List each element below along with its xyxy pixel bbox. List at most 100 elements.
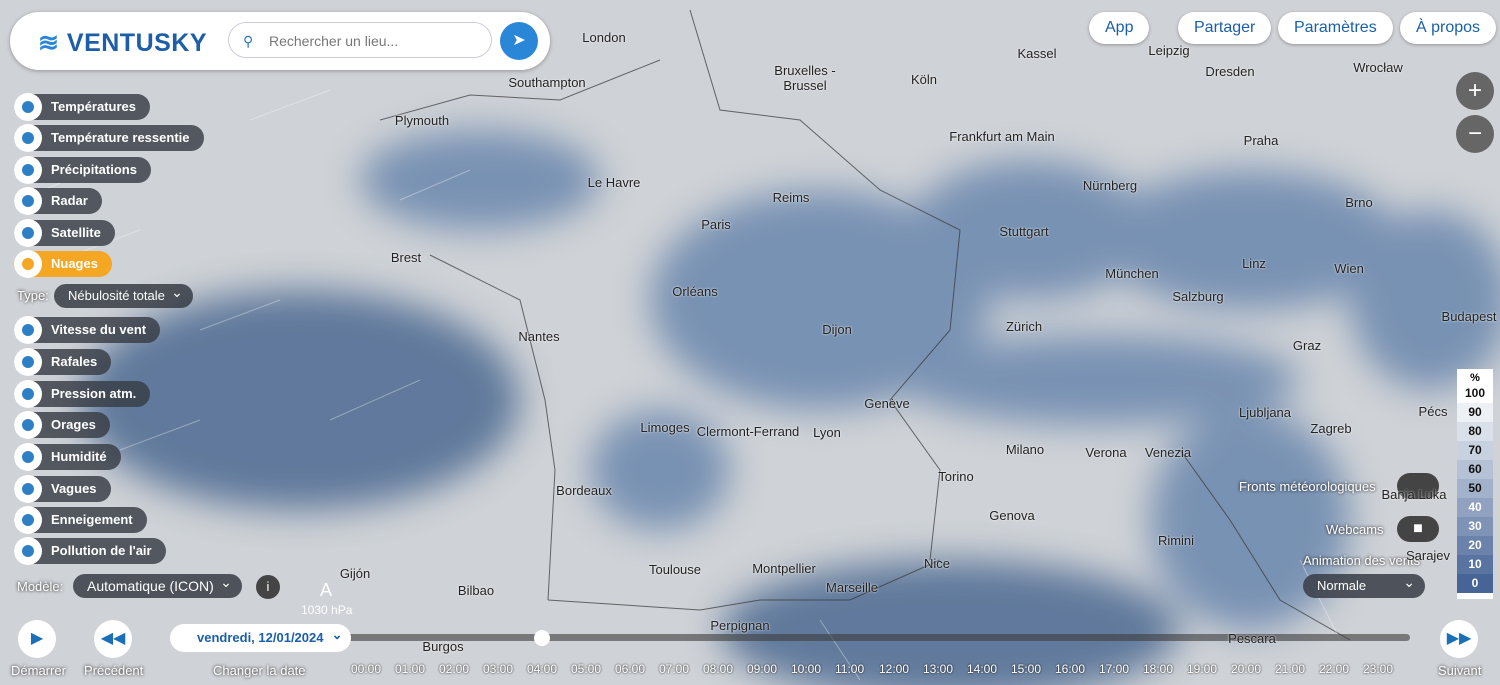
- city-name: Köln: [910, 72, 938, 87]
- city-name: München: [1105, 266, 1159, 281]
- top-button[interactable]: App: [1089, 12, 1150, 44]
- webcams-toggle[interactable]: ■: [1397, 516, 1439, 542]
- type-label: Type:: [17, 288, 49, 303]
- city-label: Kassel: [1017, 46, 1056, 61]
- animation-select[interactable]: Normale: [1303, 570, 1425, 598]
- logo-text: VENTUSKY: [66, 29, 208, 57]
- layer-button[interactable]: Satellite: [14, 219, 115, 247]
- layer-button[interactable]: Températures: [14, 93, 151, 121]
- layer-button[interactable]: Pollution de l'air: [14, 537, 166, 565]
- city-name: Genova: [989, 508, 1035, 523]
- city-label: Wien: [1334, 261, 1364, 276]
- city-label: Burgos: [422, 639, 463, 654]
- time-track[interactable]: [340, 634, 1410, 641]
- city-label: Clermont-Ferrand: [697, 424, 800, 439]
- city-label: Pescara: [1228, 631, 1276, 646]
- model-select[interactable]: Automatique (ICON): [73, 570, 242, 598]
- search-box[interactable]: ⚲ Rechercher un lieu...: [228, 22, 492, 58]
- top-button[interactable]: Paramètres: [1278, 12, 1393, 44]
- city-label: Southampton: [508, 75, 585, 90]
- city-label: Reims: [773, 190, 810, 205]
- city-name: Le Havre: [587, 175, 641, 190]
- legend-cell: 90: [1457, 403, 1493, 422]
- top-button[interactable]: À propos: [1400, 12, 1497, 44]
- top-button[interactable]: Partager: [1178, 12, 1272, 44]
- hour-label: 15:00: [1011, 662, 1042, 676]
- city-name: Zürich: [1005, 319, 1043, 334]
- city-name: Venezia: [1144, 445, 1192, 460]
- legend-unit: %: [1470, 372, 1480, 384]
- previous-label: Précédent: [84, 663, 144, 678]
- city-label: Genova: [989, 508, 1035, 523]
- city-label: Toulouse: [649, 562, 701, 577]
- layer-button[interactable]: Précipitations: [14, 156, 151, 184]
- layer-label: Vitesse du vent: [51, 322, 147, 337]
- layer-button[interactable]: Nuages: [14, 250, 112, 278]
- layer-label: Vagues: [51, 481, 97, 496]
- city-label: Venezia: [1145, 445, 1191, 460]
- city-label: Lyon: [813, 425, 841, 440]
- city-label: Limoges: [640, 420, 689, 435]
- model-info[interactable]: i: [256, 575, 280, 599]
- layer-button[interactable]: Vagues: [14, 475, 111, 503]
- hour-label: 13:00: [923, 662, 954, 676]
- hour-label: 12:00: [879, 662, 910, 676]
- layer-button[interactable]: Humidité: [14, 443, 121, 471]
- layer-button[interactable]: Orages: [14, 411, 110, 439]
- city-name: Paris: [701, 217, 731, 232]
- city-name: Pécs: [1418, 404, 1448, 419]
- legend-cell: 20: [1457, 536, 1493, 555]
- layer-icon: [14, 124, 42, 152]
- city-label: Gijón: [340, 566, 370, 581]
- city-name: Montpellier: [752, 561, 816, 576]
- city-label: Plymouth: [395, 113, 449, 128]
- hour-label: 20:00: [1231, 662, 1262, 676]
- layer-icon: [14, 348, 42, 376]
- zoom-in[interactable]: +: [1456, 72, 1494, 110]
- city-name: Reims: [772, 190, 810, 205]
- layer-button[interactable]: Température ressentie: [14, 124, 204, 152]
- search-placeholder: Rechercher un lieu...: [269, 33, 399, 49]
- layer-button[interactable]: Pression atm.: [14, 380, 151, 408]
- city-name: Leipzig: [1148, 43, 1190, 58]
- layer-label: Rafales: [51, 354, 98, 369]
- legend-cell: 10: [1457, 555, 1493, 574]
- pressure-symbol: A: [320, 580, 333, 600]
- next-button[interactable]: ▶▶: [1440, 620, 1478, 658]
- city-label: Banja Luka: [1381, 487, 1446, 502]
- city-name: Rimini: [1157, 533, 1195, 548]
- city-label: Dijon: [822, 322, 852, 337]
- layer-icon: [14, 475, 42, 503]
- locate-button[interactable]: ➤: [500, 22, 538, 60]
- hour-label: 23:00: [1363, 662, 1394, 676]
- fronts-toggle[interactable]: [1397, 473, 1439, 499]
- city-label: Stuttgart: [999, 224, 1048, 239]
- legend-cell: 80: [1457, 422, 1493, 441]
- layer-button[interactable]: Radar: [14, 187, 102, 215]
- zoom-out[interactable]: −: [1456, 115, 1494, 153]
- city-name: Orléans: [672, 284, 718, 299]
- city-label: London: [582, 30, 625, 45]
- layer-label: Enneigement: [51, 512, 133, 527]
- city-label: Genève: [864, 396, 910, 411]
- city-label: Sarajev: [1406, 548, 1450, 563]
- legend-cell: 60: [1457, 460, 1493, 479]
- city-label: Budapest: [1442, 309, 1497, 324]
- date-select[interactable]: vendredi, 12/01/2024 ⌄: [170, 624, 352, 652]
- layer-icon: [14, 316, 42, 344]
- layer-button[interactable]: Vitesse du vent: [14, 316, 161, 344]
- type-select[interactable]: Nébulosité totale: [54, 280, 193, 308]
- animation-label: Animation des vents: [1303, 553, 1421, 568]
- hour-label: 18:00: [1143, 662, 1174, 676]
- time-knob[interactable]: [534, 630, 550, 646]
- layer-button[interactable]: Rafales: [14, 348, 112, 376]
- layer-icon: [14, 380, 42, 408]
- start-label: Démarrer: [11, 663, 66, 678]
- previous-button[interactable]: ◀◀: [94, 620, 132, 658]
- legend-cell: 0: [1457, 574, 1493, 593]
- layer-button[interactable]: Enneigement: [14, 506, 147, 534]
- play-button[interactable]: ▶: [18, 620, 56, 658]
- city-name: Toulouse: [648, 562, 702, 577]
- legend-cell: 30: [1457, 517, 1493, 536]
